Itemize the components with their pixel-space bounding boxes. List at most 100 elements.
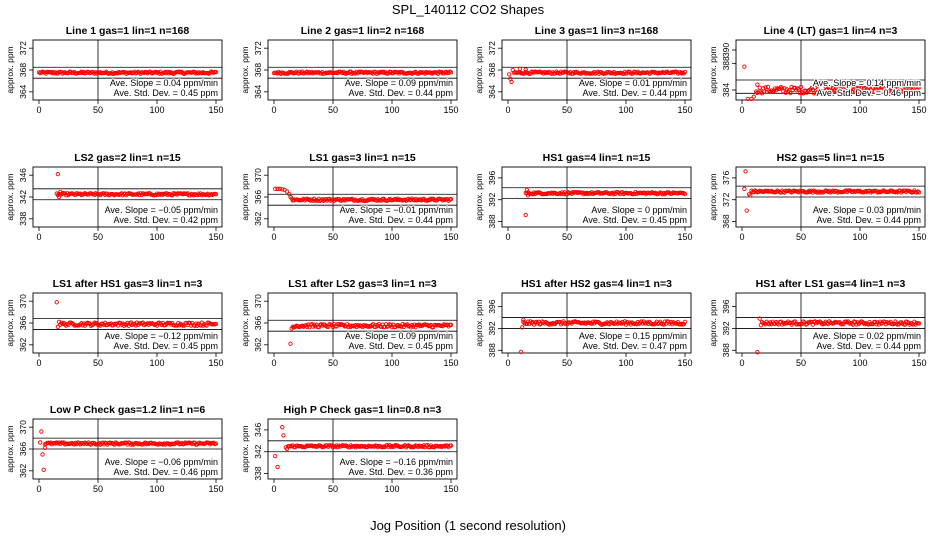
x-tick-label: 50: [93, 232, 103, 242]
y-tick-label: 372: [253, 41, 263, 55]
x-tick-label: 100: [618, 358, 633, 368]
data-point: [762, 89, 767, 94]
y-axis-label: approx. ppm: [708, 299, 718, 346]
data-point: [329, 322, 334, 328]
y-tick-label: 346: [18, 168, 28, 182]
x-tick-label: 150: [677, 358, 692, 368]
y-tick-label: 342: [253, 444, 263, 458]
panel-title: LS1 after HS1 gas=3 lin=1 n=3: [53, 278, 203, 290]
x-tick-label: 0: [271, 232, 276, 242]
data-point: [507, 72, 512, 77]
data-point: [828, 85, 833, 90]
slope-annotation: Ave. Slope = −0.16 ppm/min: [340, 457, 453, 467]
data-point: [55, 171, 61, 177]
y-tick-label: 388: [487, 343, 497, 357]
data-point: [870, 85, 876, 90]
slope-annotation: Ave. Slope = 0.04 ppm/min: [110, 78, 218, 88]
x-tick-label: 50: [796, 232, 806, 242]
slope-annotation: Ave. Slope = 0 ppm/min: [591, 205, 687, 215]
y-tick-label: 370: [18, 294, 28, 308]
y-axis-label: approx. ppm: [474, 46, 484, 93]
x-tick-label: 50: [328, 484, 338, 494]
data-point: [887, 88, 892, 94]
x-tick-label: 0: [271, 358, 276, 368]
std-dev-annotation: Ave. Std. Dev. = 0.44 ppm: [583, 88, 687, 98]
data-point: [908, 85, 913, 90]
data-point: [213, 192, 219, 197]
y-tick-label: 368: [18, 63, 28, 77]
x-tick-label: 150: [443, 358, 458, 368]
y-tick-label: 362: [253, 337, 263, 351]
x-tick-label: 150: [911, 232, 926, 242]
y-tick-label: 384: [721, 83, 731, 97]
x-tick-label: 150: [911, 105, 926, 115]
slope-annotation: Ave. Slope = 0.14 ppm/min: [813, 78, 921, 88]
y-tick-label: 366: [253, 316, 263, 330]
y-tick-label: 346: [253, 423, 263, 437]
x-tick-label: 150: [677, 105, 692, 115]
x-tick-label: 0: [739, 105, 744, 115]
y-tick-label: 368: [721, 214, 731, 228]
std-dev-annotation: Ave. Std. Dev. = 0.45 ppm: [114, 341, 218, 351]
slope-annotation: Ave. Slope = 0.09 ppm/min: [345, 78, 453, 88]
y-tick-label: 364: [487, 84, 497, 98]
x-tick-label: 150: [208, 105, 223, 115]
x-tick-label: 50: [562, 232, 572, 242]
y-tick-label: 370: [253, 294, 263, 308]
x-tick-label: 100: [149, 358, 164, 368]
y-axis-label: approx. ppm: [708, 46, 718, 93]
y-axis-label: approx. ppm: [474, 299, 484, 346]
y-tick-label: 376: [721, 171, 731, 185]
x-axis-caption: Jog Position (1 second resolution): [370, 518, 566, 533]
data-point: [682, 191, 688, 197]
data-point: [517, 66, 522, 72]
std-dev-annotation-halo: Ave. Std. Dev. = 0.45 ppm: [349, 341, 453, 351]
y-axis-label: approx. ppm: [5, 46, 15, 93]
data-point: [916, 190, 922, 195]
data-point: [40, 452, 45, 457]
slope-annotation: Ave. Slope = −0.05 ppm/min: [105, 205, 218, 215]
data-point: [869, 89, 874, 95]
slope-annotation: Ave. Slope = −0.01 ppm/min: [340, 205, 453, 215]
x-tick-label: 100: [384, 484, 399, 494]
x-tick-label: 0: [36, 484, 41, 494]
x-tick-label: 0: [36, 358, 41, 368]
y-tick-label: 372: [18, 41, 28, 55]
y-axis-label: approx. ppm: [240, 46, 250, 93]
std-dev-annotation: Ave. Std. Dev. = 0.46 ppm: [817, 88, 921, 98]
data-point: [771, 88, 777, 93]
slope-annotation-halo: Ave. Slope = 0.03 ppm/min: [813, 205, 921, 215]
panel-3: Line 3 gas=1 lin=3 n=168 0 50 100 150 364 368 3…: [474, 25, 693, 115]
panel-4: Line 4 (LT) gas=1 lin=4 n=30 50 100 1503903…: [708, 25, 927, 115]
y-tick-label: 372: [487, 41, 497, 55]
std-dev-annotation-halo: Ave. Std. Dev. = 0.45 ppm: [114, 341, 218, 351]
y-tick-label: 370: [18, 420, 28, 434]
data-point: [284, 189, 290, 194]
x-tick-label: 100: [618, 232, 633, 242]
y-axis-label: approx. ppm: [240, 173, 250, 220]
std-dev-annotation: Ave. Std. Dev. = 0.45 ppm: [349, 341, 453, 351]
std-dev-annotation-halo: Ave. Std. Dev. = 0.45 ppm: [114, 88, 218, 98]
x-tick-label: 50: [328, 232, 338, 242]
data-point: [682, 319, 688, 325]
data-point: [888, 319, 893, 325]
data-point: [748, 193, 753, 198]
slope-annotation: Ave. Slope = 0.09 ppm/min: [345, 331, 453, 341]
data-point: [388, 322, 393, 328]
x-tick-label: 0: [739, 232, 744, 242]
panel-title: HS2 gas=5 lin=1 n=15: [777, 152, 885, 164]
data-point: [814, 91, 819, 96]
data-point: [509, 79, 514, 85]
panel-8: HS2 gas=5 lin=1 n=15 0 50 100 150 368 372 376ap…: [708, 152, 927, 242]
x-tick-label: 50: [562, 358, 572, 368]
data-point: [273, 186, 278, 191]
data-point: [54, 300, 59, 305]
x-tick-label: 150: [208, 358, 223, 368]
data-point: [782, 86, 787, 91]
std-dev-annotation-halo: Ave. Std. Dev. = 0.44 ppm: [583, 88, 687, 98]
data-point: [38, 440, 43, 445]
data-point: [614, 319, 619, 324]
data-point: [906, 90, 911, 95]
y-tick-label: 366: [18, 316, 28, 330]
y-axis-label: approx. ppm: [240, 299, 250, 346]
